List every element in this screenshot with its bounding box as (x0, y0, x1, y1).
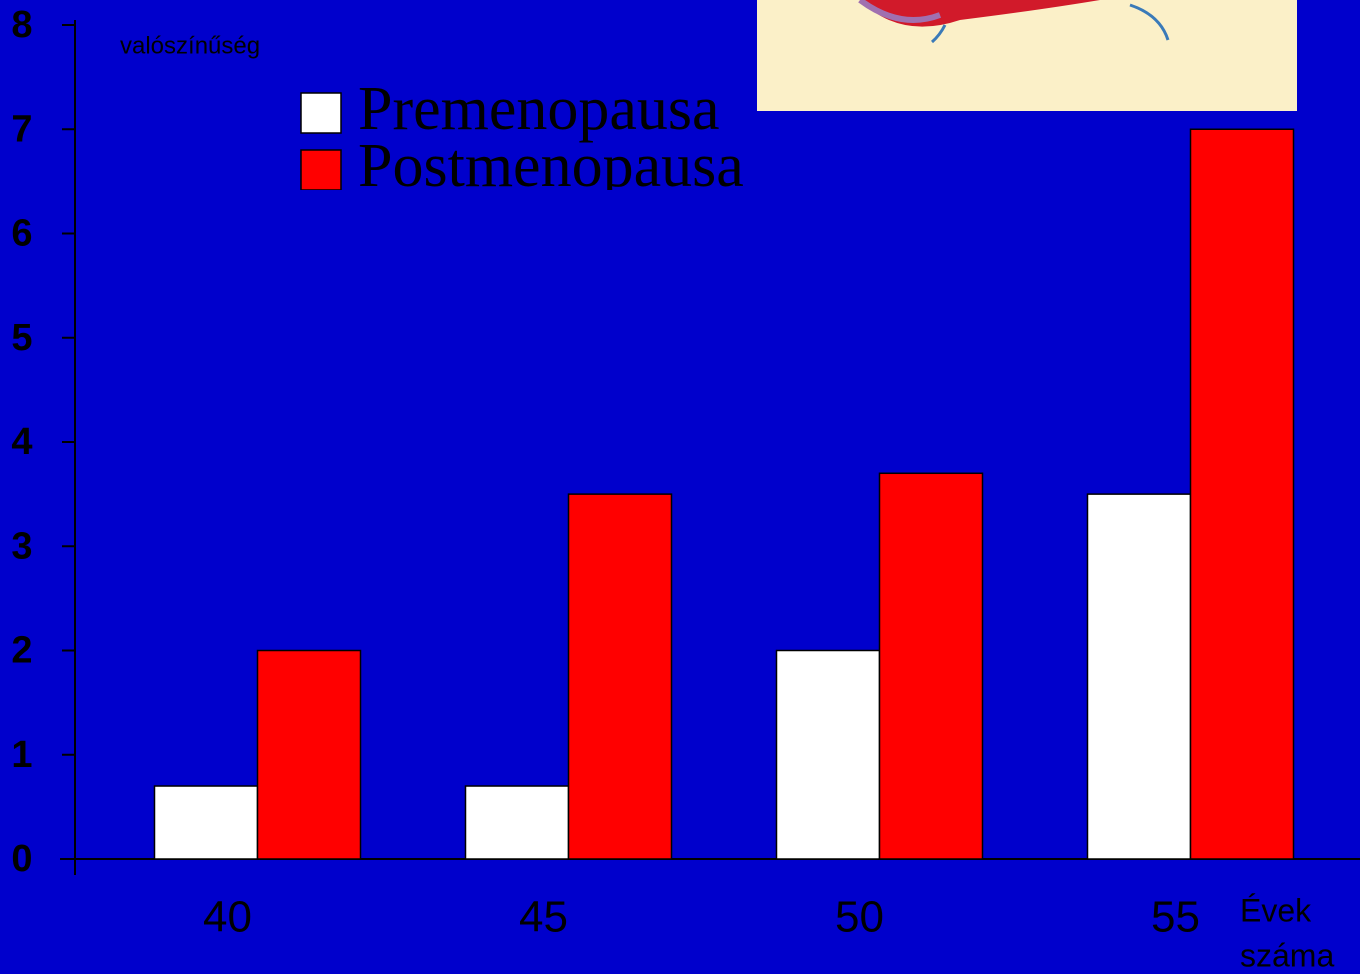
bar (153, 785, 259, 860)
bar (1189, 128, 1295, 860)
y-tick-label: 2 (11, 630, 32, 672)
bar (878, 472, 984, 860)
x-axis-label: száma (1240, 937, 1334, 973)
y-tick-label: 5 (11, 317, 32, 359)
illustration (757, 0, 1297, 111)
bar (1086, 493, 1192, 860)
bar (464, 785, 570, 860)
legend-swatch (300, 92, 342, 134)
x-tick-label: 40 (203, 893, 252, 942)
x-tick-label: 50 (835, 893, 884, 942)
x-axis-label: Évek (1240, 892, 1312, 928)
y-tick-label: 6 (11, 213, 32, 255)
y-axis-label: valószínűség (120, 32, 260, 59)
bar (775, 649, 881, 860)
y-tick-label: 8 (11, 4, 32, 46)
y-tick-label: 4 (11, 421, 32, 463)
bar (256, 649, 362, 860)
y-tick-label: 0 (11, 838, 32, 880)
legend-label: Premenopausa (358, 75, 720, 143)
y-tick-label: 1 (11, 734, 32, 776)
y-tick-label: 3 (11, 525, 32, 567)
bar (567, 493, 673, 860)
legend-swatch (300, 149, 342, 190)
x-tick-label: 45 (519, 893, 568, 942)
y-tick-label: 7 (11, 108, 32, 150)
legend-label: Postmenopausa (358, 132, 744, 200)
x-tick-label: 55 (1151, 893, 1200, 942)
